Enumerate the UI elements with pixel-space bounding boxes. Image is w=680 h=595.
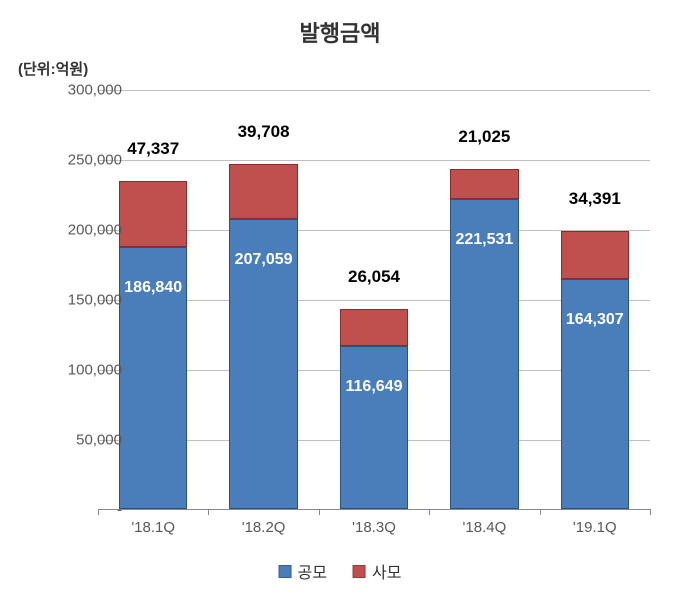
x-tick bbox=[429, 509, 430, 515]
y-tick-label: 50,000 bbox=[42, 432, 122, 449]
x-tick bbox=[650, 509, 651, 515]
bar-value-bottom: 221,531 bbox=[455, 231, 513, 249]
x-tick-label: '18.1Q bbox=[131, 519, 175, 536]
bar-value-bottom: 207,059 bbox=[235, 251, 293, 269]
bar-value-top: 39,708 bbox=[238, 122, 290, 142]
x-tick bbox=[319, 509, 320, 515]
y-tick-label: 100,000 bbox=[42, 362, 122, 379]
legend-label-0: 공모 bbox=[298, 559, 327, 583]
legend-item-series-0: 공모 bbox=[279, 559, 327, 583]
y-tick-label: 150,000 bbox=[42, 292, 122, 309]
gridline bbox=[98, 160, 650, 161]
bar-segment-bottom bbox=[340, 346, 408, 509]
bar-segment-top bbox=[340, 309, 408, 345]
unit-label: (단위:억원) bbox=[18, 58, 88, 79]
bar-value-top: 47,337 bbox=[127, 139, 179, 159]
bar-segment-top bbox=[119, 181, 187, 247]
y-tick-label: - bbox=[42, 502, 122, 519]
bar-value-bottom: 186,840 bbox=[124, 279, 182, 297]
y-tick-label: 300,000 bbox=[42, 82, 122, 99]
bar-value-bottom: 116,649 bbox=[346, 378, 403, 396]
bar: 186,84047,337 bbox=[119, 181, 187, 509]
bar: 164,30734,391 bbox=[561, 231, 629, 509]
x-tick-label: '18.3Q bbox=[352, 519, 396, 536]
legend-swatch-0 bbox=[279, 565, 292, 578]
bar-segment-top bbox=[561, 231, 629, 279]
bar-segment-top bbox=[229, 164, 297, 220]
legend-swatch-1 bbox=[353, 565, 366, 578]
chart-title: 발행금액 bbox=[300, 16, 381, 48]
x-tick-label: '18.4Q bbox=[463, 519, 507, 536]
legend: 공모 사모 bbox=[279, 559, 402, 583]
bar: 207,05939,708 bbox=[229, 164, 297, 509]
gridline bbox=[98, 90, 650, 91]
y-tick-label: 200,000 bbox=[42, 222, 122, 239]
bar: 116,64926,054 bbox=[340, 309, 408, 509]
bar-value-top: 21,025 bbox=[458, 127, 510, 147]
bar-segment-top bbox=[450, 169, 518, 198]
y-tick-label: 250,000 bbox=[42, 152, 122, 169]
x-tick bbox=[208, 509, 209, 515]
bar-value-bottom: 164,307 bbox=[566, 311, 624, 329]
legend-label-1: 사모 bbox=[372, 559, 401, 583]
x-tick bbox=[540, 509, 541, 515]
plot-area: 186,84047,337'18.1Q207,05939,708'18.2Q11… bbox=[98, 90, 650, 510]
bar-value-top: 26,054 bbox=[348, 267, 400, 287]
x-tick-label: '19.1Q bbox=[573, 519, 617, 536]
bar: 221,53121,025 bbox=[450, 169, 518, 509]
legend-item-series-1: 사모 bbox=[353, 559, 401, 583]
bar-value-top: 34,391 bbox=[569, 189, 621, 209]
x-tick-label: '18.2Q bbox=[242, 519, 286, 536]
